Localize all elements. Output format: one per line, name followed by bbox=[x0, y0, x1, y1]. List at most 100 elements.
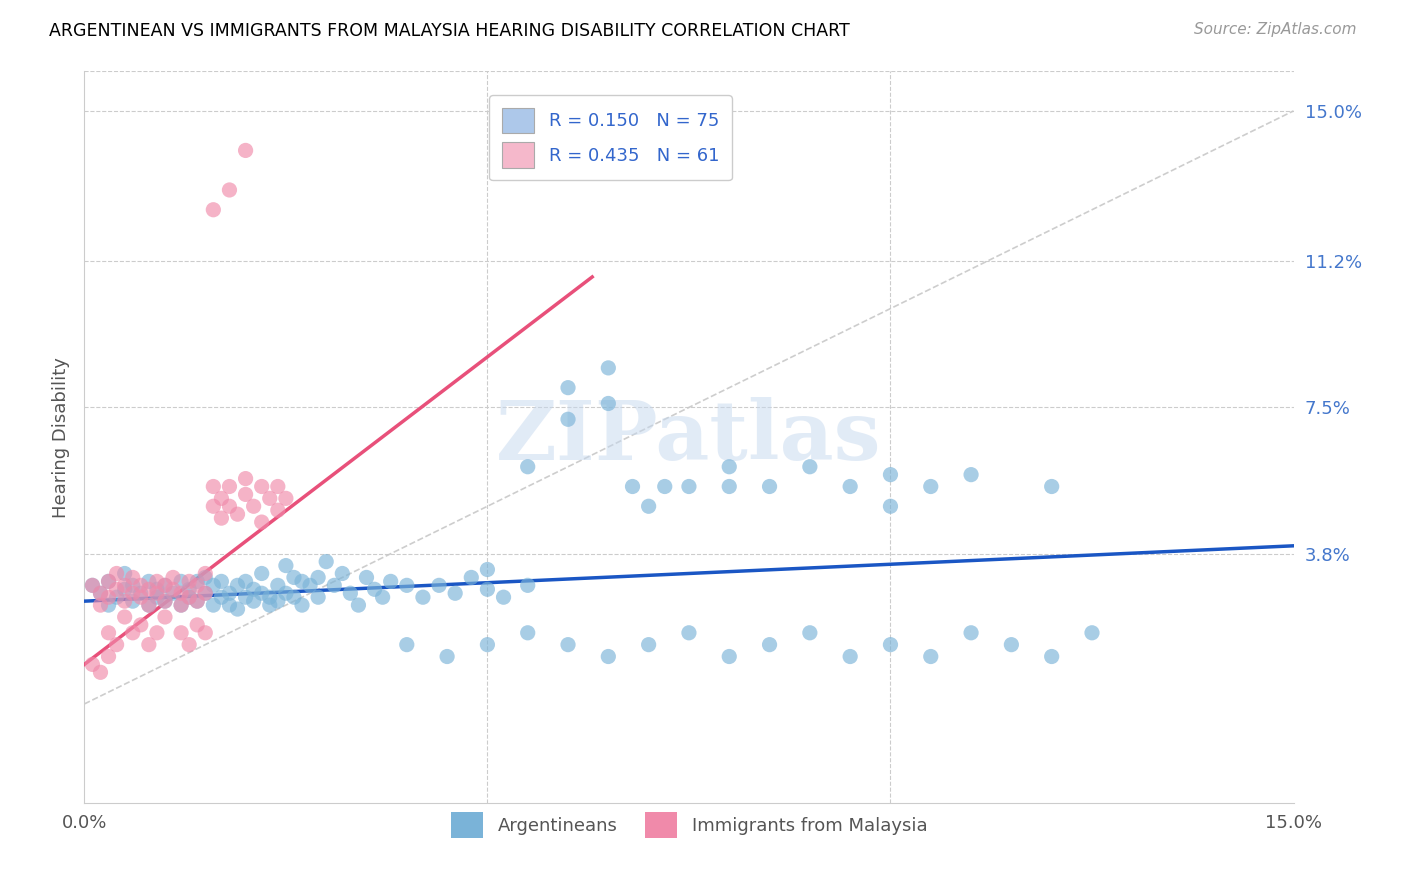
Point bbox=[121, 586, 143, 600]
Point bbox=[138, 598, 160, 612]
Point bbox=[114, 610, 136, 624]
Point bbox=[186, 578, 208, 592]
Point bbox=[202, 479, 225, 493]
Point bbox=[879, 467, 901, 482]
Point bbox=[209, 511, 232, 525]
Point bbox=[1040, 479, 1063, 493]
Point bbox=[477, 582, 499, 597]
Point bbox=[202, 598, 225, 612]
Point bbox=[259, 491, 281, 506]
Point bbox=[307, 570, 329, 584]
Point bbox=[97, 591, 120, 605]
Point bbox=[153, 578, 176, 592]
Text: ZIPatlas: ZIPatlas bbox=[496, 397, 882, 477]
Point bbox=[598, 360, 620, 375]
Point bbox=[267, 503, 290, 517]
Point bbox=[250, 515, 273, 529]
Point bbox=[97, 625, 120, 640]
Point bbox=[105, 591, 128, 605]
Point bbox=[89, 598, 111, 612]
Legend: Argentineans, Immigrants from Malaysia: Argentineans, Immigrants from Malaysia bbox=[443, 805, 935, 845]
Point bbox=[283, 591, 305, 605]
Point bbox=[274, 558, 297, 573]
Point bbox=[637, 638, 659, 652]
Point bbox=[97, 574, 120, 589]
Point bbox=[516, 578, 538, 592]
Point bbox=[82, 578, 104, 592]
Point bbox=[330, 566, 353, 581]
Point bbox=[1000, 638, 1022, 652]
Point bbox=[492, 591, 515, 605]
Point bbox=[129, 578, 152, 592]
Point bbox=[186, 618, 208, 632]
Point bbox=[267, 578, 290, 592]
Point bbox=[105, 566, 128, 581]
Point bbox=[678, 479, 700, 493]
Point bbox=[242, 594, 264, 608]
Point bbox=[718, 649, 741, 664]
Point bbox=[758, 638, 780, 652]
Point bbox=[235, 472, 257, 486]
Point bbox=[179, 574, 201, 589]
Point bbox=[97, 574, 120, 589]
Point bbox=[89, 586, 111, 600]
Point bbox=[82, 578, 104, 592]
Point bbox=[129, 618, 152, 632]
Point bbox=[380, 574, 402, 589]
Point bbox=[235, 144, 257, 158]
Point bbox=[209, 591, 232, 605]
Point bbox=[799, 459, 821, 474]
Point bbox=[82, 657, 104, 672]
Point bbox=[395, 638, 418, 652]
Point bbox=[242, 500, 264, 514]
Point bbox=[347, 598, 370, 612]
Point bbox=[186, 574, 208, 589]
Point bbox=[186, 594, 208, 608]
Point bbox=[339, 586, 361, 600]
Point bbox=[307, 591, 329, 605]
Point bbox=[121, 594, 143, 608]
Point bbox=[218, 598, 240, 612]
Point bbox=[291, 598, 314, 612]
Point bbox=[114, 578, 136, 592]
Point bbox=[718, 479, 741, 493]
Point bbox=[202, 500, 225, 514]
Point bbox=[1040, 649, 1063, 664]
Point bbox=[170, 586, 193, 600]
Point bbox=[598, 649, 620, 664]
Point bbox=[105, 582, 128, 597]
Point bbox=[218, 183, 240, 197]
Point bbox=[209, 491, 232, 506]
Point bbox=[138, 638, 160, 652]
Point bbox=[1081, 625, 1104, 640]
Point bbox=[179, 591, 201, 605]
Point bbox=[202, 202, 225, 217]
Point bbox=[839, 479, 862, 493]
Point bbox=[153, 594, 176, 608]
Point bbox=[114, 582, 136, 597]
Point bbox=[186, 594, 208, 608]
Point bbox=[226, 602, 249, 616]
Point bbox=[146, 586, 169, 600]
Point bbox=[267, 594, 290, 608]
Point bbox=[259, 598, 281, 612]
Point bbox=[363, 582, 385, 597]
Point bbox=[516, 459, 538, 474]
Text: ARGENTINEAN VS IMMIGRANTS FROM MALAYSIA HEARING DISABILITY CORRELATION CHART: ARGENTINEAN VS IMMIGRANTS FROM MALAYSIA … bbox=[49, 22, 851, 40]
Point bbox=[146, 582, 169, 597]
Point bbox=[138, 582, 160, 597]
Point bbox=[97, 598, 120, 612]
Point bbox=[121, 578, 143, 592]
Point bbox=[209, 574, 232, 589]
Point bbox=[170, 598, 193, 612]
Point bbox=[97, 649, 120, 664]
Point bbox=[315, 555, 337, 569]
Point bbox=[179, 638, 201, 652]
Point bbox=[250, 586, 273, 600]
Point bbox=[250, 479, 273, 493]
Point bbox=[718, 459, 741, 474]
Point bbox=[444, 586, 467, 600]
Point bbox=[235, 487, 257, 501]
Point bbox=[194, 586, 217, 600]
Point bbox=[598, 396, 620, 410]
